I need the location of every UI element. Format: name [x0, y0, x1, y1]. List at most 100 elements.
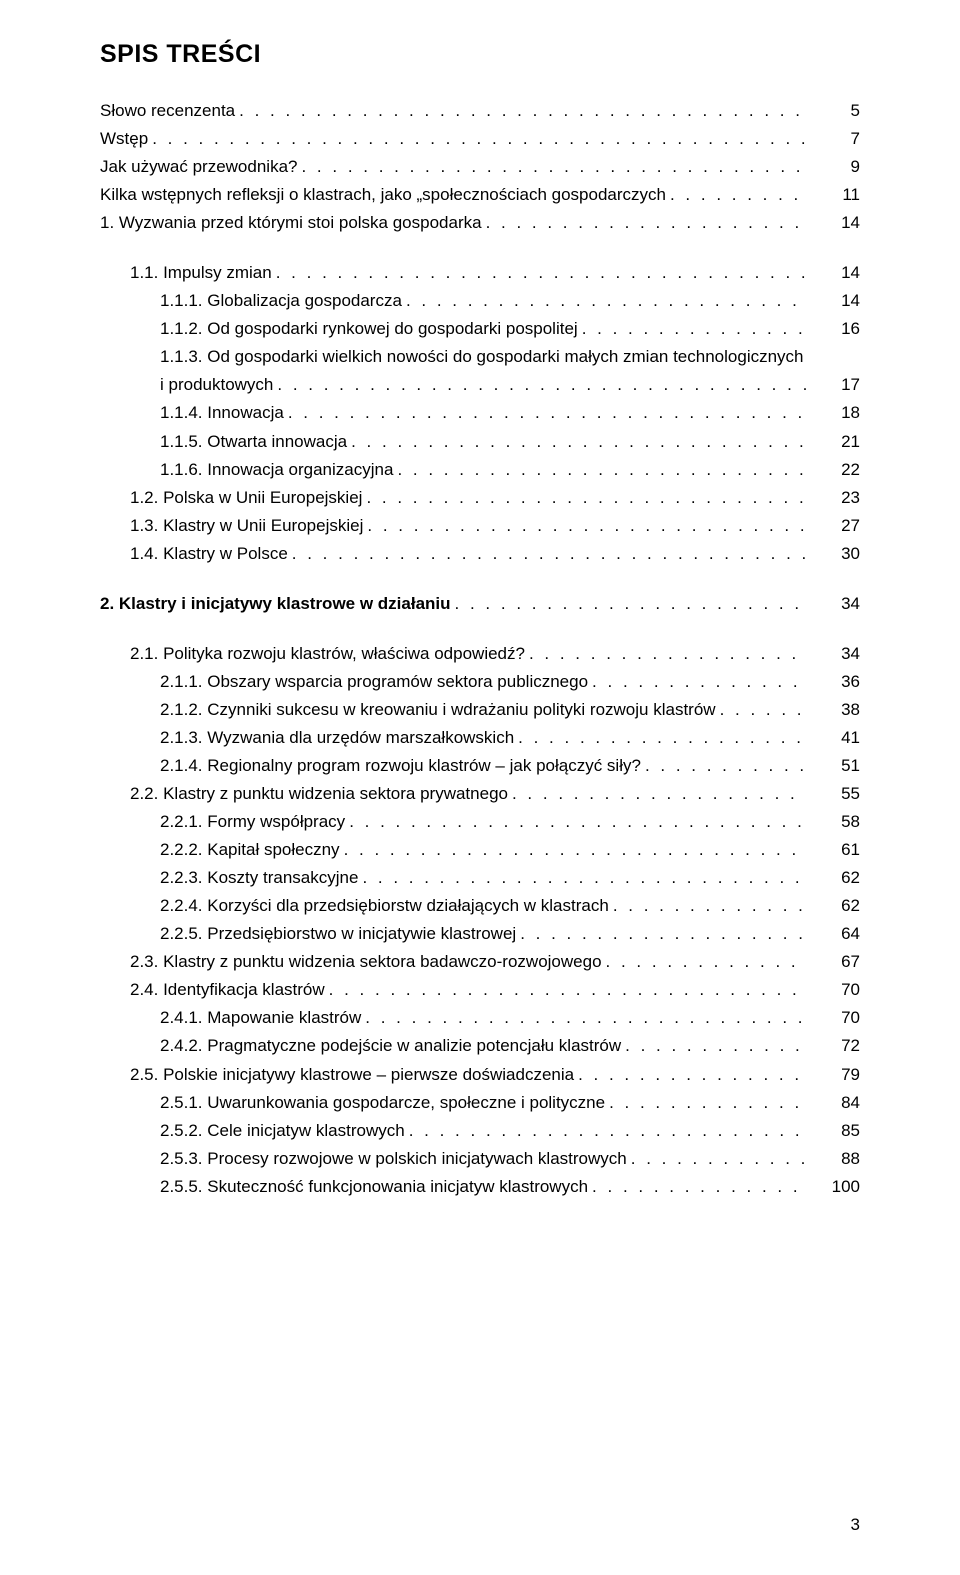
- toc-leader-dots: . . . . . . . . . . . . . . . . . . . . …: [592, 668, 806, 696]
- toc-entry: 2.5.2. Cele inicjatyw klastrowych. . . .…: [100, 1117, 860, 1145]
- toc-entry-label: 1.1.5. Otwarta innowacja: [160, 428, 351, 456]
- toc-entry-label: 2.2.1. Formy współpracy: [160, 808, 349, 836]
- toc-leader-dots: . . . . . . . . . . . . . . . . . . . . …: [397, 456, 806, 484]
- toc-entry-label: 1.1.3. Od gospodarki wielkich nowości do…: [160, 343, 808, 371]
- toc-entry-label: 2.1.3. Wyzwania dla urzędów marszałkowsk…: [160, 724, 518, 752]
- toc-entry-page: 9: [806, 153, 860, 181]
- toc-entry-page: 38: [806, 696, 860, 724]
- page-number: 3: [851, 1515, 860, 1535]
- toc-leader-dots: . . . . . . . . . . . . . . . . . . . . …: [288, 399, 806, 427]
- toc-entry-page: 79: [806, 1061, 860, 1089]
- toc-leader-dots: . . . . . . . . . . . . . . . . . . . . …: [277, 371, 806, 399]
- toc-heading: SPIS TREŚCI: [100, 40, 860, 69]
- toc-leader-dots: . . . . . . . . . . . . . . . . . . . . …: [609, 1089, 806, 1117]
- toc-entry: 1.3. Klastry w Unii Europejskiej. . . . …: [100, 512, 860, 540]
- toc-entry-page: 14: [806, 287, 860, 315]
- toc-entry-page: 67: [806, 948, 860, 976]
- toc-entry: 1.1.5. Otwarta innowacja. . . . . . . . …: [100, 428, 860, 456]
- toc-leader-dots: . . . . . . . . . . . . . . . . . . . . …: [362, 864, 806, 892]
- toc-entry-label: 1.1.6. Innowacja organizacyjna: [160, 456, 397, 484]
- toc-leader-dots: . . . . . . . . . . . . . . . . . . . . …: [349, 808, 806, 836]
- toc-leader-dots: . . . . . . . . . . . . . . . . . . . . …: [645, 752, 806, 780]
- toc-entry-page: 5: [806, 97, 860, 125]
- toc-leader-dots: . . . . . . . . . . . . . . . . . . . . …: [351, 428, 806, 456]
- toc-leader-dots: . . . . . . . . . . . . . . . . . . . . …: [329, 976, 806, 1004]
- toc-entry-page: 62: [806, 892, 860, 920]
- toc-leader-dots: . . . . . . . . . . . . . . . . . . . . …: [520, 920, 806, 948]
- toc-leader-dots: . . . . . . . . . . . . . . . . . . . . …: [512, 780, 806, 808]
- toc-entry: 2.2. Klastry z punktu widzenia sektora p…: [100, 780, 860, 808]
- toc-entry: 2.4.2. Pragmatyczne podejście w analizie…: [100, 1032, 860, 1060]
- toc-entry-label: 2.5. Polskie inicjatywy klastrowe – pier…: [130, 1061, 578, 1089]
- toc-leader-dots: . . . . . . . . . . . . . . . . . . . . …: [486, 209, 806, 237]
- toc-entry-page: 30: [806, 540, 860, 568]
- toc-entry: 2.2.2. Kapitał społeczny. . . . . . . . …: [100, 836, 860, 864]
- toc-entry-label: 2.1. Polityka rozwoju klastrów, właściwa…: [130, 640, 529, 668]
- toc-entry-label: 2.2.5. Przedsiębiorstwo w inicjatywie kl…: [160, 920, 520, 948]
- page: SPIS TREŚCI Słowo recenzenta. . . . . . …: [0, 0, 960, 1575]
- toc-entry: 2.5.1. Uwarunkowania gospodarcze, społec…: [100, 1089, 860, 1117]
- toc-entry-page: 100: [806, 1173, 860, 1201]
- toc-entry: 1.1.4. Innowacja. . . . . . . . . . . . …: [100, 399, 860, 427]
- toc-entry-page: 34: [806, 590, 860, 618]
- toc-entry-label: 2.4. Identyfikacja klastrów: [130, 976, 329, 1004]
- toc-entry-label: Wstęp: [100, 125, 152, 153]
- toc-entry: 1.1. Impulsy zmian. . . . . . . . . . . …: [100, 259, 860, 287]
- toc-entry-page: 17: [806, 371, 860, 399]
- toc-entry-label: 1.2. Polska w Unii Europejskiej: [130, 484, 366, 512]
- toc-entry: 2.1. Polityka rozwoju klastrów, właściwa…: [100, 640, 860, 668]
- toc-entry-label: 1.1.4. Innowacja: [160, 399, 288, 427]
- toc-entry-page: 7: [806, 125, 860, 153]
- toc-entry-page: 23: [806, 484, 860, 512]
- toc-leader-dots: . . . . . . . . . . . . . . . . . . . . …: [367, 512, 806, 540]
- toc-entry: 1.1.3. Od gospodarki wielkich nowości do…: [100, 343, 860, 371]
- toc-entry-label: 1. Wyzwania przed którymi stoi polska go…: [100, 209, 486, 237]
- toc-leader-dots: . . . . . . . . . . . . . . . . . . . . …: [406, 287, 806, 315]
- toc-entry: 2.3. Klastry z punktu widzenia sektora b…: [100, 948, 860, 976]
- toc-entry: Słowo recenzenta. . . . . . . . . . . . …: [100, 97, 860, 125]
- toc-leader-dots: . . . . . . . . . . . . . . . . . . . . …: [292, 540, 806, 568]
- toc-leader-dots: . . . . . . . . . . . . . . . . . . . . …: [592, 1173, 806, 1201]
- toc-entry-page: 41: [806, 724, 860, 752]
- toc-leader-dots: . . . . . . . . . . . . . . . . . . . . …: [518, 724, 806, 752]
- toc-entry-page: 55: [806, 780, 860, 808]
- toc-entry-page: 21: [806, 428, 860, 456]
- toc-entry: i produktowych. . . . . . . . . . . . . …: [100, 371, 860, 399]
- toc-entry-label: 2.3. Klastry z punktu widzenia sektora b…: [130, 948, 606, 976]
- toc-entry: Kilka wstępnych refleksji o klastrach, j…: [100, 181, 860, 209]
- toc-entry-label: 2.4.2. Pragmatyczne podejście w analizie…: [160, 1032, 625, 1060]
- toc-entry-page: 16: [806, 315, 860, 343]
- toc-entry-label: 2.1.2. Czynniki sukcesu w kreowaniu i wd…: [160, 696, 720, 724]
- toc-entry-page: 34: [806, 640, 860, 668]
- toc-entry-page: 27: [806, 512, 860, 540]
- toc-entry-label: 2.5.3. Procesy rozwojowe w polskich inic…: [160, 1145, 631, 1173]
- toc-leader-dots: . . . . . . . . . . . . . . . . . . . . …: [301, 153, 806, 181]
- toc-entry-page: 62: [806, 864, 860, 892]
- toc-entry-page: 70: [806, 976, 860, 1004]
- toc-container: Słowo recenzenta. . . . . . . . . . . . …: [100, 97, 860, 1201]
- toc-leader-dots: . . . . . . . . . . . . . . . . . . . . …: [670, 181, 806, 209]
- toc-entry-label: 2.4.1. Mapowanie klastrów: [160, 1004, 365, 1032]
- toc-entry-page: 72: [806, 1032, 860, 1060]
- toc-entry-page: 18: [806, 399, 860, 427]
- toc-entry: 2.1.4. Regionalny program rozwoju klastr…: [100, 752, 860, 780]
- toc-entry-page: 61: [806, 836, 860, 864]
- toc-entry: 2.2.4. Korzyści dla przedsiębiorstw dzia…: [100, 892, 860, 920]
- toc-leader-dots: . . . . . . . . . . . . . . . . . . . . …: [613, 892, 806, 920]
- toc-entry-page: 64: [806, 920, 860, 948]
- toc-entry: 2.4. Identyfikacja klastrów. . . . . . .…: [100, 976, 860, 1004]
- toc-entry-page: 14: [806, 209, 860, 237]
- toc-entry-page: 14: [806, 259, 860, 287]
- toc-leader-dots: . . . . . . . . . . . . . . . . . . . . …: [455, 590, 806, 618]
- toc-entry: 1.1.1. Globalizacja gospodarcza. . . . .…: [100, 287, 860, 315]
- toc-entry-page: 22: [806, 456, 860, 484]
- toc-entry-page: 36: [806, 668, 860, 696]
- toc-entry-label: 2.1.1. Obszary wsparcia programów sektor…: [160, 668, 592, 696]
- toc-entry: 2.2.1. Formy współpracy. . . . . . . . .…: [100, 808, 860, 836]
- toc-leader-dots: . . . . . . . . . . . . . . . . . . . . …: [625, 1032, 806, 1060]
- toc-entry-page: 85: [806, 1117, 860, 1145]
- toc-entry-label: 2.2.2. Kapitał społeczny: [160, 836, 344, 864]
- toc-entry: 1.1.6. Innowacja organizacyjna. . . . . …: [100, 456, 860, 484]
- toc-entry-label: 2.2.4. Korzyści dla przedsiębiorstw dzia…: [160, 892, 613, 920]
- toc-leader-dots: . . . . . . . . . . . . . . . . . . . . …: [365, 1004, 806, 1032]
